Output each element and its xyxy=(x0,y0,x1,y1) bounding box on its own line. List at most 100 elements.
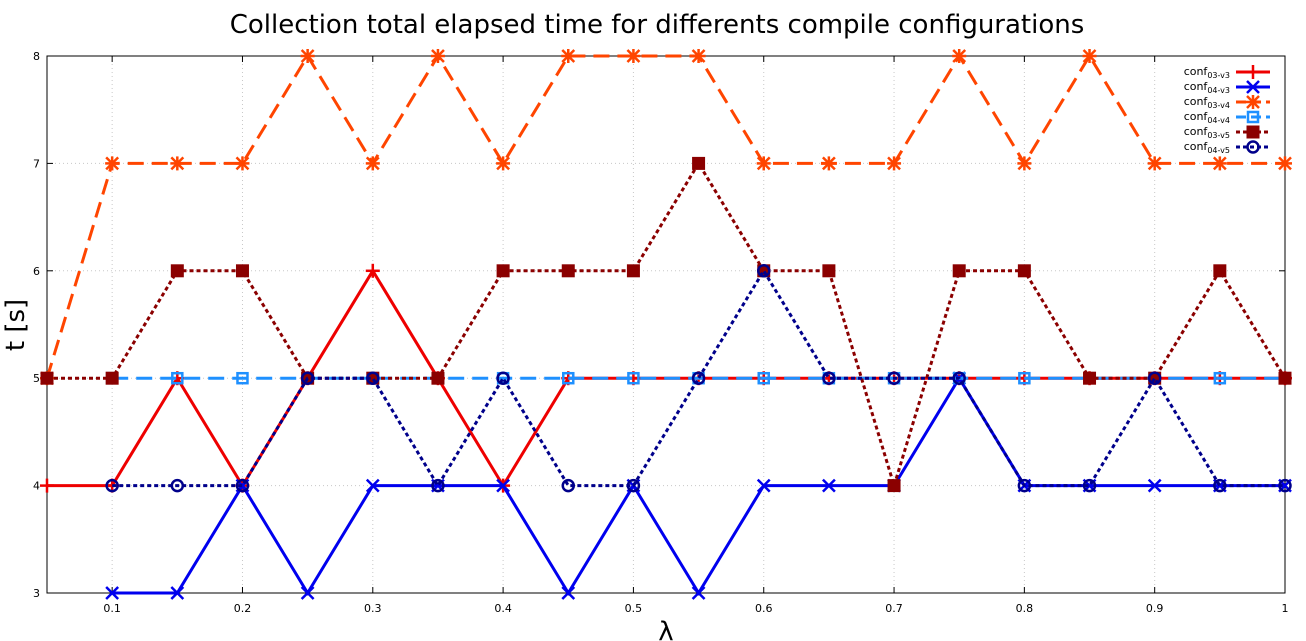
data-point xyxy=(626,478,641,493)
data-point xyxy=(1017,264,1031,278)
series-group xyxy=(40,49,1292,600)
data-point xyxy=(821,156,836,171)
x-tick-label: 0.7 xyxy=(885,602,903,615)
data-point xyxy=(1147,156,1162,171)
legend: conf03-v3conf04-v3conf03-v4conf04-v4conf… xyxy=(1184,65,1270,155)
data-point xyxy=(1213,478,1227,493)
data-point xyxy=(1246,95,1260,109)
data-point xyxy=(496,264,510,278)
data-point xyxy=(496,156,511,171)
data-point xyxy=(822,478,836,493)
data-point xyxy=(105,156,120,171)
data-point xyxy=(300,49,315,63)
data-point xyxy=(561,586,576,600)
data-point xyxy=(1147,371,1162,385)
data-point xyxy=(431,371,445,385)
y-tick-label: 8 xyxy=(33,50,40,63)
data-point xyxy=(887,156,902,171)
series-04-v5 xyxy=(105,264,1292,493)
legend-label: conf04-v3 xyxy=(1184,80,1230,95)
legend-item-04-v4: conf04-v4 xyxy=(1184,110,1270,125)
data-point xyxy=(430,49,445,63)
data-point xyxy=(561,478,576,493)
data-point xyxy=(1246,65,1260,79)
data-point xyxy=(365,478,380,493)
data-point xyxy=(562,371,575,385)
data-point xyxy=(1212,156,1227,171)
data-point xyxy=(1278,156,1292,171)
data-point xyxy=(431,478,445,493)
data-point xyxy=(1018,371,1031,385)
data-point xyxy=(1246,140,1260,154)
data-point xyxy=(1213,371,1227,385)
data-point xyxy=(1278,371,1292,385)
data-point xyxy=(692,156,706,170)
data-point xyxy=(561,264,575,278)
data-point xyxy=(235,478,250,493)
data-point xyxy=(105,371,119,385)
series-03-v4 xyxy=(40,49,1292,386)
x-tick-label: 0.2 xyxy=(234,602,252,615)
data-point xyxy=(627,371,640,385)
data-point xyxy=(170,478,185,493)
series-03-v5 xyxy=(40,156,1292,493)
legend-label: conf04-v5 xyxy=(1184,140,1230,155)
chart-title: Collection total elapsed time for differ… xyxy=(230,10,1085,40)
data-point xyxy=(365,263,380,278)
data-point xyxy=(1278,478,1292,493)
x-axis: 0.1 0.2 0.3 0.4 0.5 0.6 0.7 0.8 0.9 1 xyxy=(103,56,1289,615)
data-point xyxy=(822,264,836,278)
data-point xyxy=(1147,478,1162,493)
y-axis-label: t [s] xyxy=(1,299,31,351)
data-point xyxy=(626,264,640,278)
data-point xyxy=(105,478,119,493)
series-line xyxy=(112,267,1285,489)
series-line xyxy=(45,53,1285,379)
data-point xyxy=(1246,110,1260,124)
legend-label: conf03-v4 xyxy=(1184,95,1230,110)
y-tick-label: 6 xyxy=(33,265,40,278)
data-point xyxy=(40,478,54,493)
x-tick-label: 0.5 xyxy=(625,602,643,615)
data-point xyxy=(756,478,771,493)
data-point xyxy=(105,586,120,600)
y-axis: 3 4 5 6 7 8 xyxy=(33,50,1285,600)
data-point xyxy=(1246,80,1260,94)
x-tick-label: 0.3 xyxy=(364,602,382,615)
x-tick-label: 1 xyxy=(1282,602,1289,615)
data-point xyxy=(952,264,966,278)
y-tick-label: 5 xyxy=(33,372,40,385)
data-point xyxy=(691,371,706,385)
data-point xyxy=(756,264,771,278)
x-tick-label: 0.8 xyxy=(1016,602,1034,615)
data-point xyxy=(1083,371,1097,385)
data-point xyxy=(626,49,641,63)
data-point xyxy=(756,156,771,171)
legend-item-04-v3: conf04-v3 xyxy=(1184,80,1270,95)
legend-item-04-v5: conf04-v5 xyxy=(1184,140,1270,155)
legend-item-03-v4: conf03-v4 xyxy=(1184,95,1270,110)
legend-label: conf04-v4 xyxy=(1184,110,1230,125)
data-point xyxy=(1017,156,1032,171)
data-point xyxy=(1246,125,1260,139)
data-point xyxy=(691,586,706,600)
series-line xyxy=(47,160,1287,491)
data-point xyxy=(952,371,966,385)
legend-item-03-v5: conf03-v5 xyxy=(1184,125,1270,140)
data-point xyxy=(496,478,510,493)
data-point xyxy=(757,371,770,385)
data-point xyxy=(171,371,184,385)
data-point xyxy=(1213,264,1227,278)
data-point xyxy=(691,49,706,63)
data-point xyxy=(952,49,967,63)
data-point xyxy=(236,371,249,385)
x-axis-label: λ xyxy=(658,617,673,641)
x-tick-label: 0.9 xyxy=(1146,602,1164,615)
data-point xyxy=(235,264,249,278)
data-point xyxy=(561,49,576,63)
x-tick-label: 0.4 xyxy=(494,602,512,615)
data-point xyxy=(170,586,185,600)
data-point xyxy=(40,371,54,385)
data-point xyxy=(300,586,315,600)
data-point xyxy=(887,479,901,493)
